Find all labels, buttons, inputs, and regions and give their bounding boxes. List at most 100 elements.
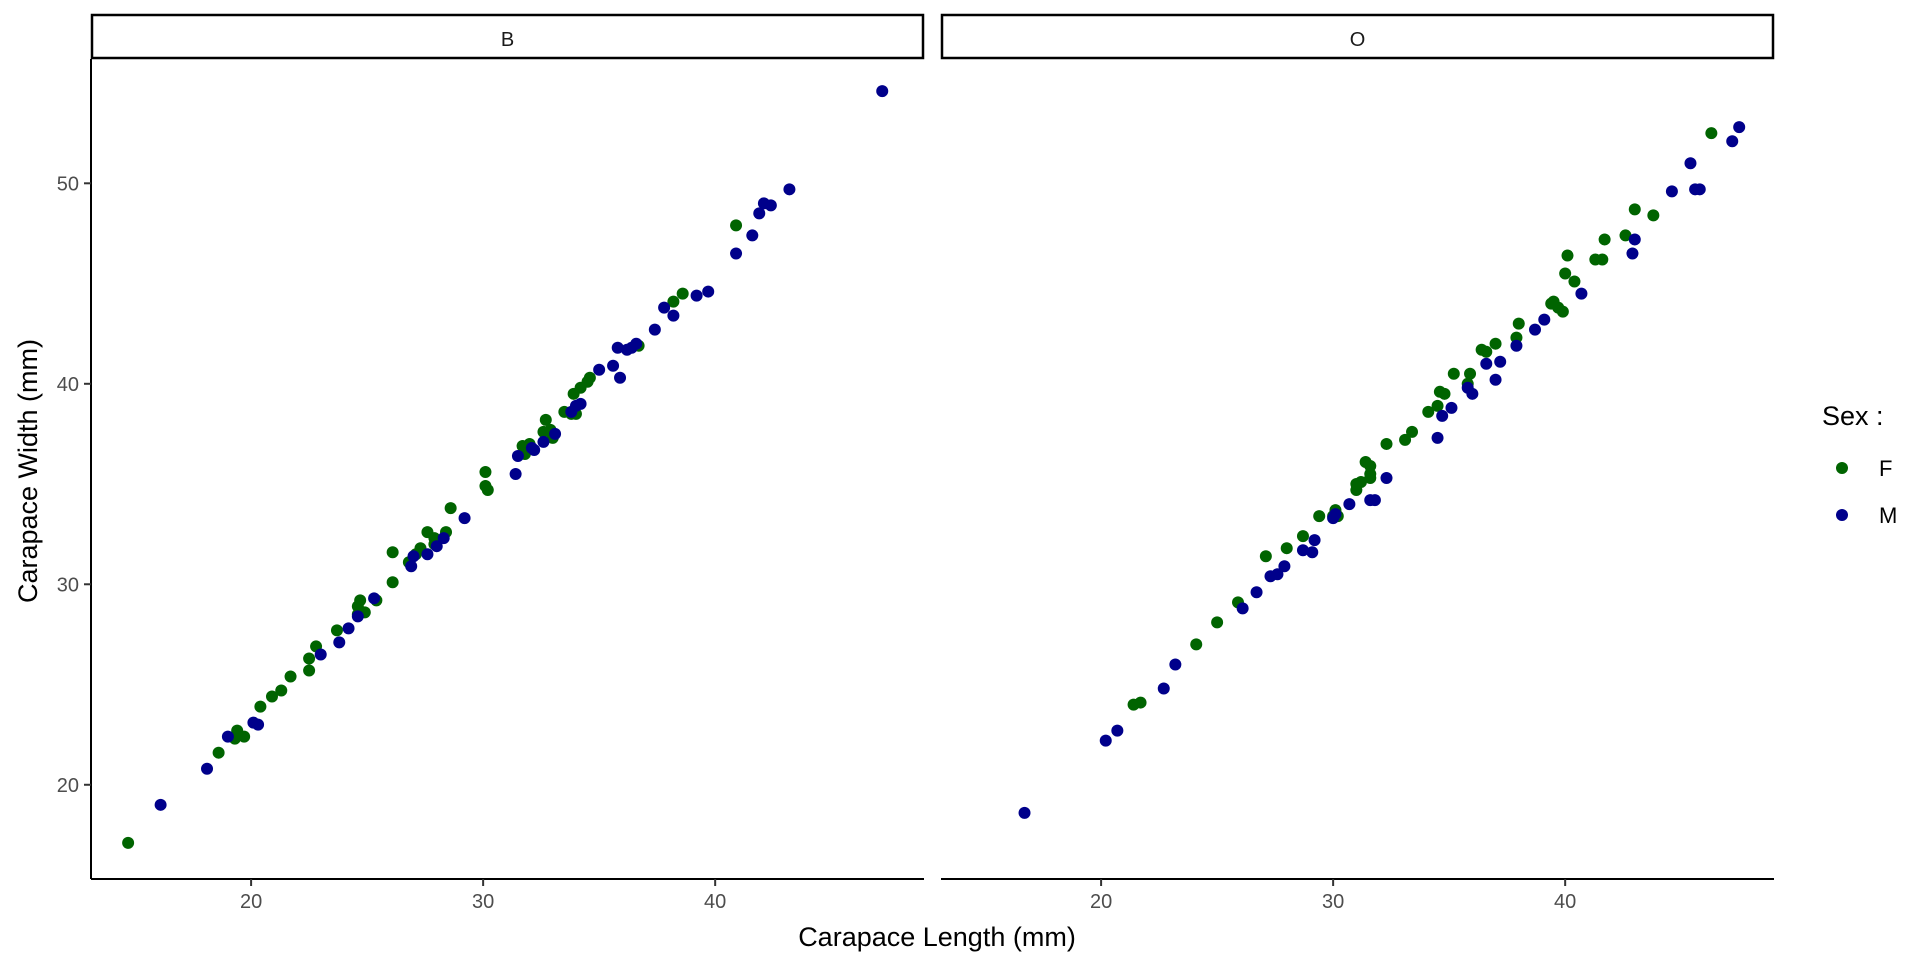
data-point-M bbox=[1665, 185, 1678, 198]
data-point-F bbox=[1431, 399, 1444, 412]
data-point-M bbox=[690, 289, 703, 302]
facet-strip-label: B bbox=[501, 29, 514, 51]
data-point-F bbox=[1568, 275, 1581, 288]
data-point-M bbox=[658, 301, 671, 314]
data-point-F bbox=[1480, 345, 1493, 358]
data-point-F bbox=[330, 624, 343, 637]
data-point-F bbox=[275, 684, 288, 697]
legend-key-F bbox=[1836, 462, 1848, 474]
data-point-M bbox=[1329, 508, 1342, 521]
data-point-M bbox=[407, 550, 420, 563]
data-point-F bbox=[667, 295, 680, 308]
x-tick-label: 30 bbox=[472, 891, 494, 913]
data-point-M bbox=[1494, 355, 1507, 368]
data-point-M bbox=[221, 730, 234, 743]
data-point-M bbox=[405, 560, 418, 573]
y-tick-label: 30 bbox=[57, 574, 79, 596]
data-point-M bbox=[876, 85, 889, 98]
data-point-F bbox=[1438, 387, 1451, 400]
y-tick-label: 20 bbox=[57, 775, 79, 797]
data-point-F bbox=[1647, 209, 1660, 222]
data-point-M bbox=[1169, 658, 1182, 671]
data-point-F bbox=[254, 700, 267, 713]
data-point-M bbox=[314, 648, 327, 661]
data-point-M bbox=[746, 229, 759, 242]
data-point-F bbox=[1134, 696, 1147, 709]
data-point-M bbox=[1684, 157, 1697, 170]
data-point-M bbox=[511, 449, 524, 462]
data-point-F bbox=[1280, 542, 1293, 555]
data-point-F bbox=[1512, 317, 1525, 330]
data-point-M bbox=[430, 540, 443, 553]
data-point-M bbox=[252, 718, 265, 731]
data-point-M bbox=[1489, 373, 1502, 386]
data-point-F bbox=[1380, 437, 1393, 450]
data-point-M bbox=[1445, 401, 1458, 414]
data-point-F bbox=[1464, 367, 1477, 380]
series-M bbox=[154, 85, 889, 811]
series-F bbox=[122, 219, 743, 849]
x-tick-label: 40 bbox=[704, 891, 726, 913]
data-point-M bbox=[667, 309, 680, 322]
data-point-M bbox=[1099, 734, 1112, 747]
data-point-F bbox=[265, 690, 278, 703]
data-point-M bbox=[1308, 534, 1321, 547]
data-point-M bbox=[1480, 357, 1493, 370]
data-point-F bbox=[1406, 425, 1419, 438]
data-point-F bbox=[386, 546, 399, 559]
data-point-M bbox=[614, 371, 627, 384]
data-point-M bbox=[1111, 724, 1124, 737]
data-point-M bbox=[1693, 183, 1706, 196]
series-M bbox=[1018, 121, 1746, 819]
data-point-F bbox=[303, 664, 316, 677]
data-point-M bbox=[1529, 323, 1542, 336]
data-point-M bbox=[537, 435, 550, 448]
x-tick-label: 20 bbox=[240, 891, 262, 913]
data-point-M bbox=[1538, 313, 1551, 326]
legend-label-F: F bbox=[1879, 456, 1892, 481]
data-point-F bbox=[303, 652, 316, 665]
x-tick-label: 20 bbox=[1090, 891, 1112, 913]
data-point-M bbox=[783, 183, 796, 196]
data-point-M bbox=[458, 512, 471, 525]
legend-title: Sex : bbox=[1822, 401, 1884, 431]
data-point-F bbox=[1190, 638, 1203, 651]
data-point-F bbox=[539, 413, 552, 426]
y-tick-label: 40 bbox=[57, 374, 79, 396]
data-point-F bbox=[1705, 127, 1718, 140]
data-point-M bbox=[1343, 498, 1356, 511]
data-point-M bbox=[1431, 431, 1444, 444]
data-point-M bbox=[509, 468, 522, 481]
data-point-M bbox=[1726, 135, 1739, 148]
y-tick-label: 50 bbox=[57, 173, 79, 195]
data-point-M bbox=[1306, 546, 1319, 559]
data-point-M bbox=[648, 323, 661, 336]
data-point-F bbox=[1556, 305, 1569, 318]
data-point-F bbox=[730, 219, 743, 232]
data-point-F bbox=[1561, 249, 1574, 262]
legend: Sex : FM bbox=[1822, 401, 1897, 528]
panel-O: O 20 30 40 bbox=[940, 13, 1775, 913]
data-point-F bbox=[1422, 405, 1435, 418]
data-point-F bbox=[1364, 459, 1377, 472]
data-point-M bbox=[574, 397, 587, 410]
data-point-F bbox=[1259, 550, 1272, 563]
data-point-M bbox=[593, 363, 606, 376]
data-point-F bbox=[1559, 267, 1572, 280]
data-point-M bbox=[630, 337, 643, 350]
panel-B: B 20 30 40 50 20 30 40 bbox=[57, 13, 925, 913]
data-point-M bbox=[1575, 287, 1588, 300]
data-point-F bbox=[1354, 476, 1367, 489]
data-point-M bbox=[1018, 806, 1031, 819]
data-point-F bbox=[1489, 337, 1502, 350]
data-point-M bbox=[1296, 544, 1309, 557]
data-point-M bbox=[1250, 586, 1263, 599]
data-point-M bbox=[1236, 602, 1249, 615]
data-point-F bbox=[444, 502, 457, 515]
data-point-F bbox=[122, 836, 135, 849]
data-point-F bbox=[676, 287, 689, 300]
data-point-M bbox=[1628, 233, 1641, 246]
x-axis-title: Carapace Length (mm) bbox=[798, 922, 1076, 952]
data-point-M bbox=[1157, 682, 1170, 695]
